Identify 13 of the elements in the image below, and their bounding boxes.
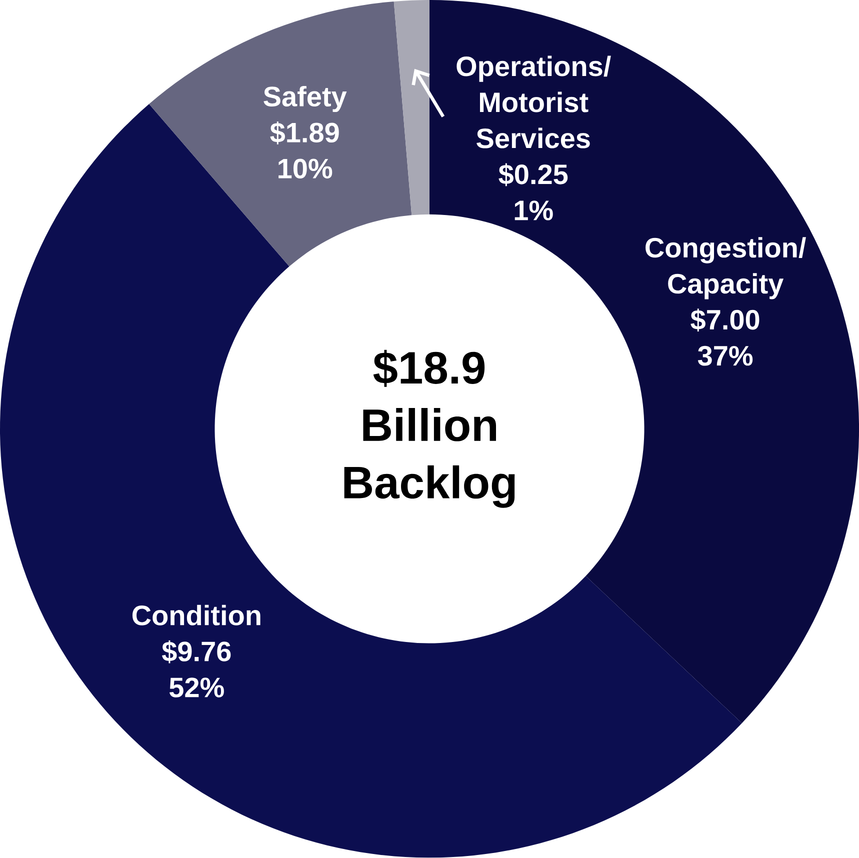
data-label: $7.00 bbox=[690, 308, 760, 332]
text: 10% bbox=[278, 158, 332, 179]
slice-label: Safety bbox=[264, 86, 347, 112]
slice-label: Condition bbox=[132, 604, 260, 626]
text: $18.9 Billion Backlog bbox=[344, 350, 515, 508]
data-label: $9.76 bbox=[162, 640, 231, 664]
text: 1% bbox=[514, 200, 553, 220]
data-label: $1.89 bbox=[270, 122, 339, 144]
text: 52% bbox=[169, 678, 224, 698]
slice-label: Congestion/ Capacity bbox=[646, 237, 806, 300]
data-label: $0.25 bbox=[498, 163, 568, 186]
slice-label: Operations/ Motorist Services bbox=[456, 56, 611, 148]
text: 37% bbox=[698, 346, 753, 366]
